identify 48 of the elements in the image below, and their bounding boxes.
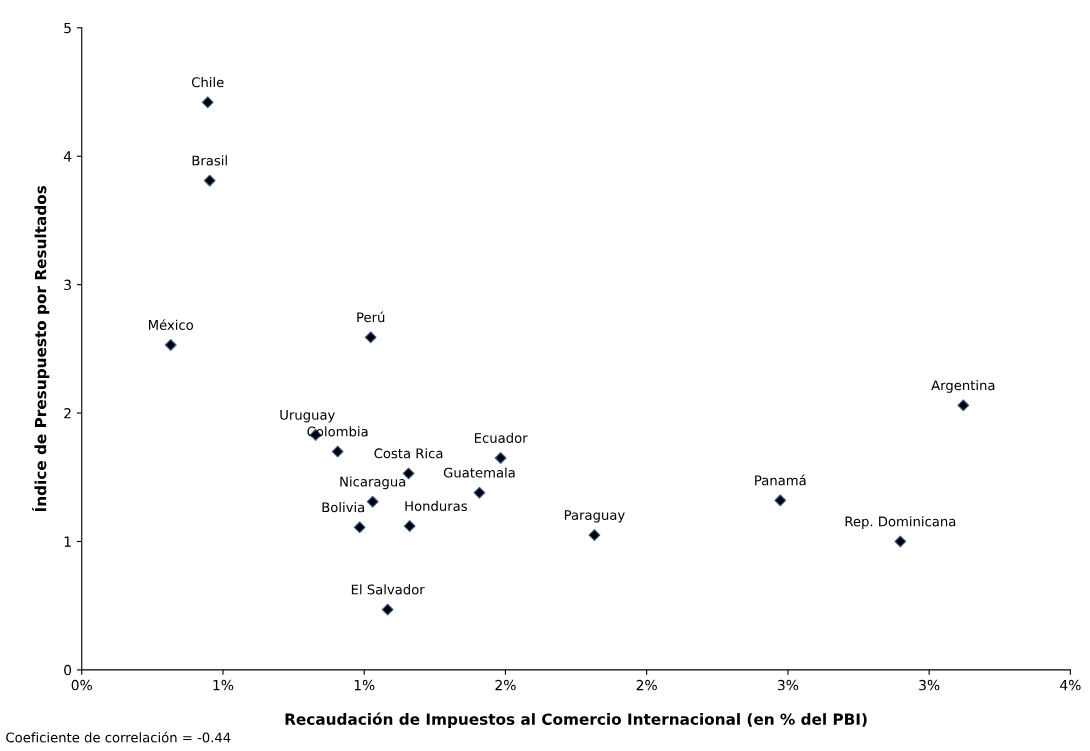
annotation: Chile (191, 77, 224, 88)
point (164, 339, 177, 351)
x-axis-title: Recaudación de Impuestos al Comercio Internacional (en % del PBI) (285, 712, 867, 728)
x-tick-label: 3% (777, 679, 799, 691)
annotation: Honduras (405, 500, 467, 511)
annotation: Costa Rica (374, 448, 443, 459)
point (894, 535, 907, 548)
point (364, 331, 377, 344)
y-tick-label: 4 (63, 151, 72, 162)
y-tick-label: 3 (64, 279, 71, 291)
y-axis-title: Índice de Presupuesto por Resultados (31, 185, 50, 512)
annotation: Ecuador (474, 432, 528, 443)
point (494, 452, 507, 464)
point (203, 174, 216, 187)
point (473, 486, 486, 499)
x-tick-label: 4% (1060, 679, 1081, 691)
y-tick-label: 2 (64, 408, 71, 419)
x-tick-label: 1% (354, 679, 375, 691)
annotation: Perú (357, 311, 385, 323)
x-tick-label: 2% (636, 679, 657, 691)
point (381, 603, 394, 616)
point (957, 399, 970, 412)
point (353, 521, 366, 534)
annotation: Panamá (755, 474, 806, 486)
y-tick-label: 1 (64, 536, 71, 547)
annotation: Nicaragua (340, 476, 406, 490)
annotation: Paraguay (564, 510, 625, 523)
x-tick-label: 0% (71, 679, 92, 691)
annotation: El Salvador (351, 584, 425, 595)
y-tick-label: 5 (64, 22, 71, 34)
point (403, 520, 416, 532)
point (588, 529, 601, 541)
x-tick-label: 1% (213, 679, 234, 691)
x-tick-label: 3% (919, 679, 940, 691)
annotation: México (148, 319, 194, 330)
point (331, 445, 344, 458)
annotation: Argentina (931, 380, 995, 393)
annotation: Uruguay (280, 410, 335, 423)
x-tick-label: 2% (495, 679, 516, 691)
annotation: Rep. Dominicana (845, 516, 956, 529)
point (201, 96, 214, 109)
text: Coeficiente de correlación = -0.44 (6, 731, 231, 743)
annotation: Bolivia (322, 502, 365, 513)
point (774, 494, 787, 507)
point (366, 495, 379, 508)
y-tick-label: 0 (64, 664, 72, 676)
annotation: Brasil (192, 155, 227, 166)
annotation: Guatemala (443, 467, 515, 478)
